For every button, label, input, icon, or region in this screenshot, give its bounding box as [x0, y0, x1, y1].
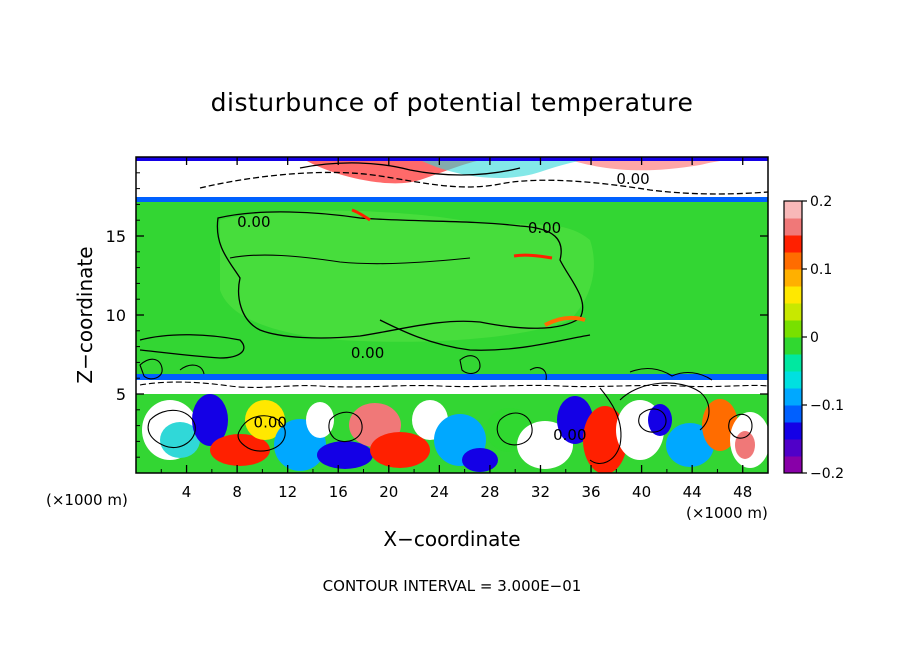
colorbar-swatch	[784, 218, 802, 236]
x-axis-label: X−coordinate	[383, 527, 520, 551]
x-tick-label: 16	[329, 483, 348, 501]
x-tick-label: 20	[379, 483, 398, 501]
colorbar-tick-label: −0.2	[810, 466, 844, 482]
lower-white-band	[136, 380, 768, 394]
colorbar-swatch	[784, 235, 802, 253]
upper-band-cyan	[420, 157, 600, 179]
colorbar-tick-label: −0.1	[810, 398, 844, 414]
mid-contour-2	[229, 254, 471, 265]
colorbar-swatch	[784, 286, 802, 304]
y-axis-label: Z−coordinate	[73, 246, 97, 383]
colorbar-swatch	[784, 354, 802, 372]
y-tick-label: 15	[106, 227, 126, 246]
colorbar-swatch	[784, 422, 802, 440]
contour-label: 0.00	[351, 344, 384, 362]
colorbar-tick-label: 0.2	[810, 194, 832, 210]
colorbar-tick-label: 0	[810, 330, 819, 346]
x-axis-ticks: 4 8 12 16 20 24 28 32 36 40 44 48	[160, 157, 752, 501]
y-tick-label: 5	[116, 385, 126, 404]
warm-streak-2	[544, 315, 586, 327]
plot-area	[136, 157, 768, 473]
colorbar-swatch	[784, 252, 802, 270]
contour-label: 0.00	[528, 219, 561, 237]
colorbar-swatch	[784, 405, 802, 423]
colorbar-swatch	[784, 303, 802, 321]
colorbar-swatch	[784, 269, 802, 287]
x-tick-label: 36	[581, 483, 600, 501]
x-tick-label: 28	[480, 483, 499, 501]
colorbar-tick-label: 0.1	[810, 262, 832, 278]
warm-streak-3	[351, 208, 371, 222]
mid-field	[220, 210, 594, 342]
lower-contours	[139, 355, 768, 464]
lower-boundary-band	[136, 374, 768, 380]
mid-contour-4	[379, 319, 591, 351]
x-axis-unit-left: (×1000 m)	[46, 491, 128, 509]
x-tick-label: 44	[683, 483, 702, 501]
x-tick-label: 12	[278, 483, 297, 501]
mid-contour	[216, 211, 584, 339]
y-axis-ticks: 5 10 15	[106, 172, 768, 458]
y-tick-label: 10	[106, 306, 126, 325]
x-axis-unit-right: (×1000 m)	[686, 504, 768, 522]
mid-contour-3	[139, 334, 245, 359]
x-tick-label: 32	[531, 483, 550, 501]
colorbar-ticks: 0.2 0.1 0 −0.1 −0.2	[802, 194, 844, 482]
contour-labels: 0.00 0.00 0.00 0.00 0.00 0.00	[237, 170, 650, 444]
x-tick-label: 24	[430, 483, 449, 501]
contour-label: 0.00	[254, 413, 287, 431]
chart-title: disturbunce of potential temperature	[211, 88, 694, 117]
colorbar-swatch	[784, 337, 802, 355]
contour-label: 0.00	[553, 426, 586, 444]
colorbar-swatch	[784, 320, 802, 338]
colorbar	[783, 200, 803, 474]
colorbar-swatch	[784, 388, 802, 406]
colorbar-swatch	[784, 201, 802, 219]
upper-band-edge	[136, 157, 768, 161]
x-tick-label: 8	[232, 483, 242, 501]
x-tick-label: 40	[632, 483, 651, 501]
x-tick-label: 48	[733, 483, 752, 501]
colorbar-swatch	[784, 439, 802, 457]
contour-label: 0.00	[237, 213, 270, 231]
lower-blobs	[142, 394, 768, 473]
upper-band-contour-2	[299, 162, 521, 176]
colorbar-swatch	[784, 371, 802, 389]
upper-band-contour	[199, 171, 768, 195]
colorbar-swatch	[784, 456, 802, 474]
tropopause-band	[136, 197, 768, 202]
contour-interval-note: CONTOUR INTERVAL = 3.000E−01	[323, 577, 582, 595]
warm-streak-1	[513, 253, 553, 260]
x-tick-label: 4	[182, 483, 192, 501]
contour-label: 0.00	[616, 170, 649, 188]
